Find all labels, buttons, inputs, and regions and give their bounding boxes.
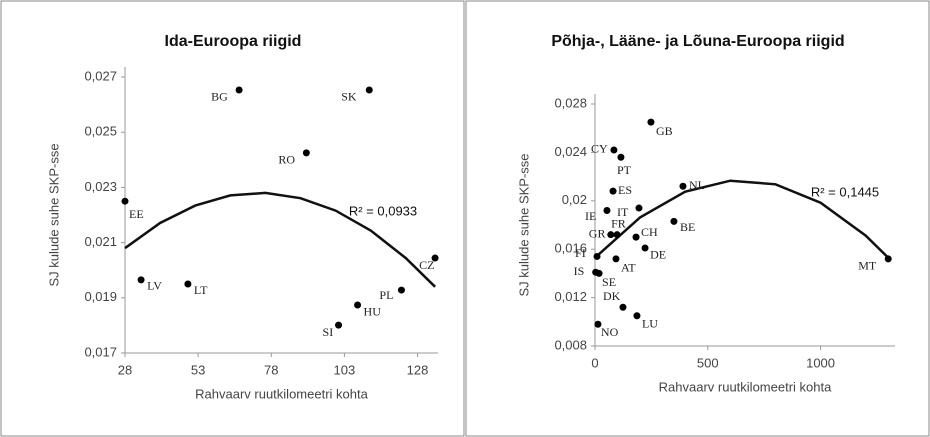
point-label: IS <box>574 264 585 278</box>
x-tick-label: 28 <box>118 362 132 377</box>
y-tick-label: 0,008 <box>554 337 587 352</box>
y-tick-label: 0,028 <box>554 95 587 110</box>
point-label: BE <box>680 220 695 234</box>
point-label: LT <box>194 283 208 297</box>
chart-title: Ida-Euroopa riigid <box>165 33 302 50</box>
x-tick-label: 103 <box>334 362 356 377</box>
chart-title: Põhja-, Lääne- ja Lõuna-Euroopa riigid <box>551 33 844 50</box>
y-tick-label: 0,024 <box>554 144 587 159</box>
point-label: BG <box>211 90 228 104</box>
point-label: CH <box>641 225 658 239</box>
point-label: ES <box>618 183 632 197</box>
point <box>647 118 655 126</box>
point-label: DE <box>650 248 666 262</box>
point-label: NL <box>689 178 705 192</box>
point-label: EE <box>129 207 144 221</box>
point <box>354 301 362 309</box>
point-label: IE <box>585 209 596 223</box>
point <box>617 153 625 161</box>
point-label: FI <box>575 246 586 260</box>
point-label: SK <box>341 90 357 104</box>
right-panel <box>465 0 930 437</box>
point <box>431 254 439 262</box>
x-axis-title: Rahvaarv ruutkilomeetri kohta <box>195 386 368 401</box>
point <box>635 204 643 212</box>
point-label: FR <box>611 216 626 230</box>
point <box>609 187 617 195</box>
point <box>884 255 892 263</box>
y-axis-title: SJ kulude suhe SKP-sse <box>516 153 531 296</box>
point-label: SE <box>602 275 616 289</box>
point-label: NO <box>601 325 619 339</box>
y-tick-label: 0,016 <box>554 241 587 256</box>
x-tick-label: 78 <box>264 362 278 377</box>
point-label: CY <box>591 142 608 156</box>
r-squared: R² = 0,0933 <box>349 203 417 218</box>
point <box>633 312 641 320</box>
point-label: SI <box>323 325 334 339</box>
trendline <box>124 191 436 288</box>
point-label: MT <box>858 259 877 273</box>
point <box>619 303 627 311</box>
point <box>612 255 620 263</box>
point <box>670 217 678 225</box>
point-label: PT <box>617 163 632 177</box>
point <box>641 244 649 252</box>
point-label: HU <box>364 305 382 319</box>
point-label: DK <box>603 289 621 303</box>
y-tick-label: 0,017 <box>84 344 117 359</box>
point-label: CZ <box>419 258 434 272</box>
point <box>302 149 310 157</box>
point <box>137 276 145 284</box>
x-tick-label: 1000 <box>806 355 835 370</box>
point <box>603 206 611 214</box>
point-label: LV <box>147 279 162 293</box>
point <box>595 269 603 277</box>
point-label: PL <box>379 288 393 302</box>
x-tick-label: 0 <box>591 355 598 370</box>
point <box>613 231 621 239</box>
point-label: LU <box>642 317 658 331</box>
x-tick-label: 128 <box>407 362 429 377</box>
trendline <box>594 179 890 259</box>
y-axis-title: SJ kulude suhe SKP-sse <box>46 143 61 286</box>
point <box>593 252 601 260</box>
point <box>607 231 615 239</box>
r-squared: R² = 0,1445 <box>811 184 879 199</box>
point <box>632 233 640 241</box>
x-tick-label: 53 <box>191 362 205 377</box>
point <box>679 182 687 190</box>
left-panel <box>0 0 465 437</box>
point <box>235 86 243 94</box>
point-label: IT <box>617 205 629 219</box>
point <box>594 320 602 328</box>
x-axis-title: Rahvaarv ruutkilomeetri kohta <box>659 379 832 394</box>
y-tick-label: 0,021 <box>84 234 117 249</box>
point-label: AT <box>621 261 636 275</box>
y-tick-label: 0,027 <box>84 68 117 83</box>
point-label: GB <box>656 124 673 138</box>
point-label: GR <box>589 226 606 240</box>
point <box>365 86 373 94</box>
y-tick-label: 0,012 <box>554 289 587 304</box>
point <box>397 286 405 294</box>
y-tick-label: 0,02 <box>562 192 587 207</box>
point <box>184 280 192 288</box>
point <box>610 146 618 154</box>
point <box>335 321 343 329</box>
y-tick-label: 0,019 <box>84 289 117 304</box>
y-tick-label: 0,023 <box>84 179 117 194</box>
x-tick-label: 500 <box>697 355 719 370</box>
y-tick-label: 0,025 <box>84 124 117 139</box>
point-label: RO <box>278 153 295 167</box>
point <box>121 197 129 205</box>
